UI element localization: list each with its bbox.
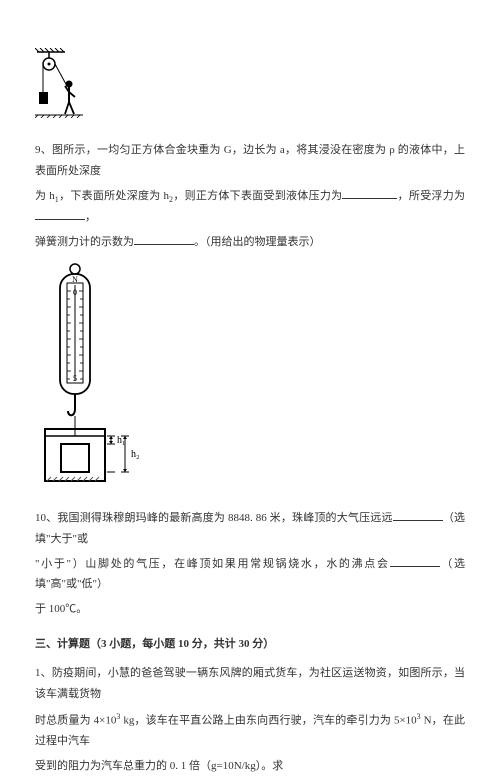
q9-text-3a: 弹簧测力计的示数为 bbox=[35, 236, 134, 248]
q9-blank-1 bbox=[342, 188, 397, 199]
question-9-line3: 弹簧测力计的示数为 。（用给出的物理量表示） bbox=[35, 232, 465, 253]
q10-blank-2 bbox=[390, 556, 440, 567]
calc-q1-number: 1、 bbox=[35, 667, 52, 679]
h1-label: h₁ bbox=[117, 435, 126, 446]
h2-label: h₂ bbox=[131, 449, 140, 460]
q9-text-2c: ，则正方体下表面受到液体压力为 bbox=[173, 190, 342, 202]
q9-blank-2 bbox=[35, 209, 85, 220]
calc-q1-text2a: 时总质量为 4×10 bbox=[35, 715, 116, 727]
calc-q1-line3: 受到的阻力为汽车总重力的 0. 1 倍（g=10N/kg）。求 bbox=[35, 756, 465, 777]
q9-blank-3 bbox=[134, 234, 194, 245]
figure-pulley bbox=[35, 48, 465, 126]
q10-text-3a: 于 100℃。 bbox=[35, 603, 87, 615]
q9-text-1: 图所示，一均匀正方体合金块重为 G，边长为 a，将其浸没在密度为 ρ 的液体中，… bbox=[35, 144, 465, 177]
q9-number: 9、 bbox=[35, 144, 52, 156]
calc-q1-line2: 时总质量为 4×103 kg，该车在平直公路上由东向西行驶，汽车的牵引力为 5×… bbox=[35, 709, 465, 752]
q9-text-2a: 为 h bbox=[35, 190, 55, 202]
q9-text-3b: 。（用给出的物理量表示） bbox=[194, 236, 321, 248]
question-9-line2: 为 h1，下表面所处深度为 h2，则正方体下表面受到液体压力为，所受浮力为， bbox=[35, 186, 465, 228]
calc-q1-line1: 1、防疫期间，小慧的爸爸驾驶一辆东风牌的厢式货车，为社区运送物资，如图所示，当该… bbox=[35, 663, 465, 705]
calc-q1-text2b: kg，该车在平直公路上由东向西行驶，汽车的牵引力为 5×10 bbox=[120, 715, 416, 727]
section-3-title: 三、计算题（3 小题，每小题 10 分，共计 30 分） bbox=[35, 634, 465, 655]
q9-text-2b: ，下表面所处深度为 h bbox=[59, 190, 169, 202]
calc-q1-text3: 受到的阻力为汽车总重力的 0. 1 倍（g=10N/kg）。求 bbox=[35, 760, 283, 772]
q10-number: 10、 bbox=[35, 512, 57, 524]
figure-spring-scale: N 0 5 bbox=[35, 261, 465, 494]
question-9: 9、图所示，一均匀正方体合金块重为 G，边长为 a，将其浸没在密度为 ρ 的液体… bbox=[35, 140, 465, 182]
calc-q1-text1: 防疫期间，小慧的爸爸驾驶一辆东风牌的厢式货车，为社区运送物资，如图所示，当该车满… bbox=[35, 667, 465, 700]
q9-text-2e: ， bbox=[85, 211, 96, 223]
q9-text-2d: ，所受浮力为 bbox=[397, 190, 465, 202]
question-10: 10、我国测得珠穆朗玛峰的最新高度为 8848. 86 米，珠峰顶的大气压远远（… bbox=[35, 508, 465, 550]
question-10-line3: 于 100℃。 bbox=[35, 599, 465, 620]
q10-blank-1 bbox=[393, 510, 443, 521]
scale-unit-label: N bbox=[72, 275, 78, 284]
q10-text-2a: "小于"）山脚处的气压，在峰顶如果用常规锅烧水，水的沸点会 bbox=[35, 558, 390, 570]
q10-text-1a: 我国测得珠穆朗玛峰的最新高度为 8848. 86 米，珠峰顶的大气压远远 bbox=[57, 512, 392, 524]
question-10-line2: "小于"）山脚处的气压，在峰顶如果用常规锅烧水，水的沸点会（选填"高"或"低"） bbox=[35, 554, 465, 596]
